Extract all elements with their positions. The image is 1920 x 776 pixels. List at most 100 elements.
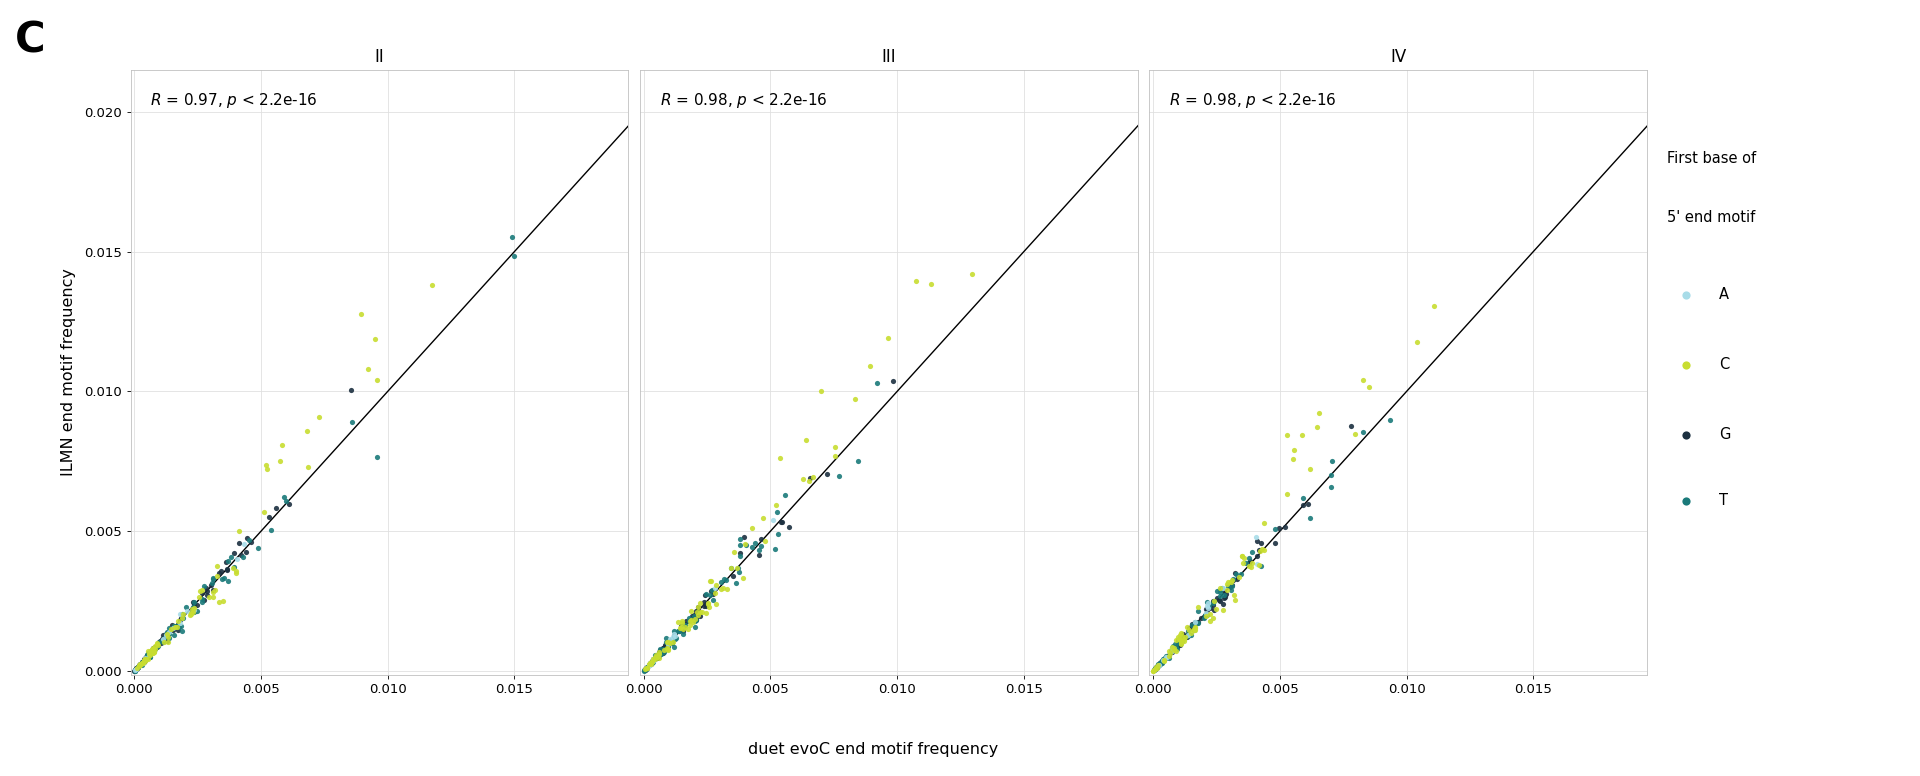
Point (119, 664, 150, 677)
Point (123, 661, 154, 674)
Point (1144, 657, 1175, 670)
Point (636, 657, 666, 670)
Point (647, 644, 678, 656)
Point (1217, 574, 1248, 587)
Point (643, 650, 674, 662)
Point (163, 615, 194, 627)
Point (666, 615, 697, 628)
Point (643, 646, 674, 658)
Point (632, 662, 662, 674)
Point (1142, 659, 1173, 671)
Point (666, 619, 697, 632)
Point (1169, 630, 1200, 643)
Point (138, 643, 169, 656)
Point (1164, 631, 1194, 643)
Point (672, 615, 703, 627)
Point (142, 639, 173, 652)
Title: III: III (881, 47, 897, 65)
Point (236, 536, 267, 549)
Point (653, 644, 684, 656)
Point (636, 658, 666, 670)
Point (132, 650, 163, 662)
Point (129, 656, 159, 668)
Point (732, 539, 762, 551)
Point (148, 633, 179, 646)
Point (134, 647, 165, 660)
Point (1340, 428, 1371, 441)
Point (152, 625, 182, 638)
Point (697, 587, 728, 600)
Point (336, 415, 367, 428)
Point (132, 650, 163, 662)
Point (956, 268, 987, 280)
Point (1158, 643, 1188, 656)
Point (1179, 615, 1210, 628)
Point (1336, 420, 1367, 432)
Point (1213, 576, 1244, 588)
Point (900, 275, 931, 287)
Point (637, 653, 668, 665)
Point (1240, 549, 1271, 562)
Point (157, 618, 188, 631)
Point (1154, 650, 1185, 663)
Point (701, 582, 732, 594)
Point (726, 547, 756, 559)
Point (179, 604, 209, 616)
Point (1248, 517, 1279, 529)
Point (701, 587, 732, 600)
Point (1175, 626, 1206, 639)
Point (353, 362, 384, 375)
Point (653, 638, 684, 650)
Point (1167, 630, 1198, 643)
Point (1229, 552, 1260, 564)
Point (1192, 600, 1223, 612)
Point (131, 653, 161, 665)
Point (127, 657, 157, 670)
Point (643, 650, 674, 662)
Point (643, 650, 674, 662)
Point (146, 636, 177, 649)
Point (136, 645, 167, 657)
Point (1419, 300, 1450, 312)
Point (1146, 656, 1177, 669)
Point (1158, 642, 1188, 654)
Point (142, 637, 173, 650)
Point (1173, 629, 1204, 642)
Point (739, 537, 770, 549)
Point (202, 559, 232, 572)
Point (637, 654, 668, 667)
Point (682, 608, 712, 620)
Point (682, 613, 712, 625)
Point (716, 562, 747, 574)
Point (1139, 664, 1169, 677)
Point (649, 643, 680, 655)
Point (1165, 637, 1196, 650)
Point (225, 537, 255, 549)
Point (1188, 609, 1219, 622)
Point (134, 648, 165, 660)
Point (649, 644, 680, 656)
Point (756, 514, 787, 526)
Point (127, 656, 157, 668)
Point (657, 636, 687, 649)
Point (121, 663, 152, 675)
Point (125, 658, 156, 670)
Point (695, 589, 726, 601)
Point (1146, 656, 1177, 669)
Point (674, 619, 705, 632)
Point (1146, 655, 1177, 667)
Point (1210, 591, 1240, 603)
Text: $\mathit{R}$ = 0.98, $\mathit{p}$ < 2.2e-16: $\mathit{R}$ = 0.98, $\mathit{p}$ < 2.2e… (1169, 91, 1336, 110)
Point (680, 614, 710, 626)
Point (132, 650, 163, 663)
Point (1210, 589, 1240, 601)
Point (641, 650, 672, 663)
Point (653, 636, 684, 649)
Point (716, 563, 747, 575)
Point (645, 648, 676, 660)
Point (647, 646, 678, 658)
Point (132, 648, 163, 660)
Point (131, 650, 161, 663)
Point (234, 533, 265, 546)
Point (659, 631, 689, 643)
